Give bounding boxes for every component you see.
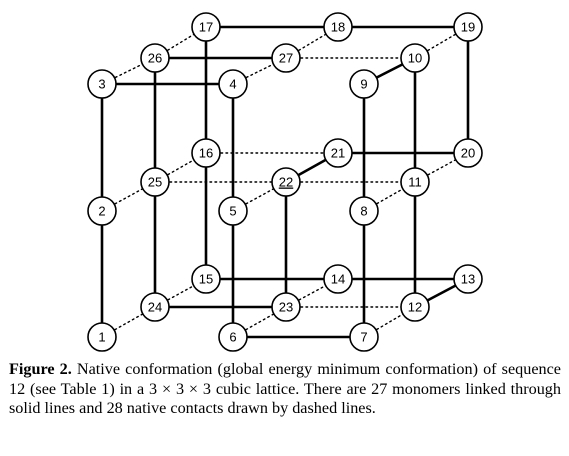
monomer-circle	[453, 264, 483, 294]
monomer-label: 3	[98, 77, 105, 92]
monomer-label: 25	[148, 175, 162, 190]
monomer-circle	[218, 196, 248, 226]
monomer-circle	[218, 69, 248, 99]
monomer-circle	[349, 69, 379, 99]
monomer-27: 27	[271, 43, 301, 73]
monomer-label: 24	[148, 300, 162, 315]
monomer-label: 19	[461, 20, 475, 35]
monomer-label: 6	[229, 330, 236, 345]
monomer-circle	[191, 264, 221, 294]
monomer-label: 7	[360, 330, 367, 345]
monomer-17: 17	[191, 12, 221, 42]
monomer-6: 6	[218, 322, 248, 352]
monomer-circle	[140, 292, 170, 322]
monomer-circle	[271, 292, 301, 322]
monomer-circle	[349, 322, 379, 352]
monomer-21: 21	[323, 138, 353, 168]
monomer-label: 16	[199, 146, 213, 161]
monomer-circle	[323, 12, 353, 42]
monomer-19: 19	[453, 12, 483, 42]
caption-label: Figure 2.	[9, 360, 72, 378]
monomer-label: 12	[408, 300, 422, 315]
monomer-label: 8	[360, 204, 367, 219]
caption-text: Native conformation (global energy minim…	[9, 360, 561, 417]
monomer-circle	[323, 264, 353, 294]
monomer-circle	[271, 167, 301, 197]
monomer-13: 13	[453, 264, 483, 294]
monomer-label: 1	[98, 330, 105, 345]
monomer-9: 9	[349, 69, 379, 99]
monomer-label: 15	[199, 272, 213, 287]
monomer-circle	[453, 138, 483, 168]
monomer-7: 7	[349, 322, 379, 352]
monomer-22: 22	[271, 167, 301, 197]
monomer-4: 4	[218, 69, 248, 99]
monomer-10: 10	[400, 43, 430, 73]
monomer-label: 10	[408, 51, 422, 66]
monomer-circle	[87, 196, 117, 226]
monomer-label: 4	[229, 77, 236, 92]
monomer-18: 18	[323, 12, 353, 42]
monomer-circle	[400, 43, 430, 73]
monomer-circle	[349, 196, 379, 226]
monomer-circle	[453, 12, 483, 42]
monomer-circle	[400, 167, 430, 197]
monomer-circle	[87, 322, 117, 352]
monomer-circle	[140, 43, 170, 73]
monomer-label: 20	[461, 146, 475, 161]
monomer-24: 24	[140, 292, 170, 322]
monomer-15: 15	[191, 264, 221, 294]
monomer-3: 3	[87, 69, 117, 99]
monomer-23: 23	[271, 292, 301, 322]
monomer-label: 21	[331, 146, 345, 161]
monomer-label: 26	[148, 51, 162, 66]
monomer-2: 2	[87, 196, 117, 226]
figure-caption: Figure 2. Native conformation (global en…	[9, 360, 561, 419]
monomer-label: 27	[279, 51, 293, 66]
monomer-label: 14	[331, 272, 345, 287]
monomer-circle	[140, 167, 170, 197]
monomer-label: 13	[461, 272, 475, 287]
monomer-16: 16	[191, 138, 221, 168]
monomer-label: 17	[199, 20, 213, 35]
monomer-circle	[323, 138, 353, 168]
monomer-label: 11	[408, 175, 422, 190]
monomer-12: 12	[400, 292, 430, 322]
monomer-label: 2	[98, 204, 105, 219]
monomer-label: 23	[279, 300, 293, 315]
monomer-circle	[271, 43, 301, 73]
monomer-20: 20	[453, 138, 483, 168]
monomer-label: 5	[229, 204, 236, 219]
monomer-circle	[191, 138, 221, 168]
monomer-circle	[87, 69, 117, 99]
monomer-14: 14	[323, 264, 353, 294]
monomer-label: 22	[279, 175, 293, 190]
monomer-circle	[191, 12, 221, 42]
monomer-circle	[400, 292, 430, 322]
monomer-1: 1	[87, 322, 117, 352]
monomer-5: 5	[218, 196, 248, 226]
monomer-11: 11	[400, 167, 430, 197]
monomer-25: 25	[140, 167, 170, 197]
monomer-label: 9	[360, 77, 367, 92]
monomer-26: 26	[140, 43, 170, 73]
monomer-8: 8	[349, 196, 379, 226]
monomer-circle	[218, 322, 248, 352]
monomer-label: 18	[331, 20, 345, 35]
